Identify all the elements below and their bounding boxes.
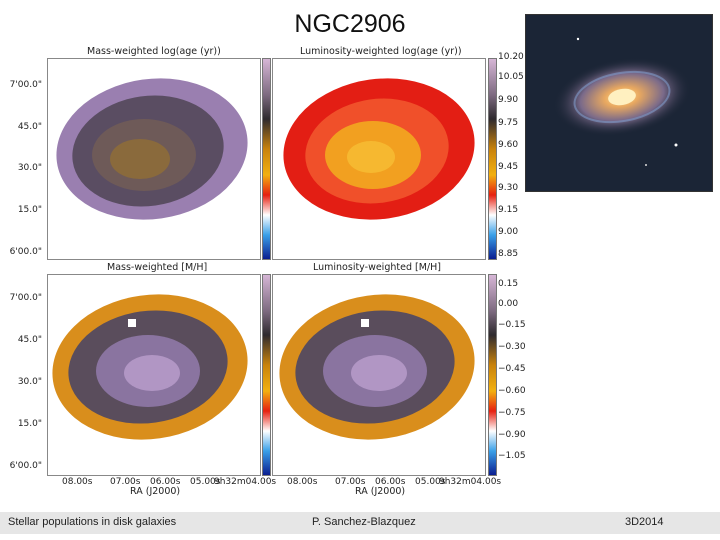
ra-tick: 9h32m04.00s bbox=[439, 477, 502, 487]
map-luminosity-weighted-mh bbox=[272, 274, 486, 476]
cb-tick: 9.45 bbox=[498, 162, 519, 172]
ra-tick: 9h32m04.00s bbox=[214, 477, 277, 487]
panel-title-lum-mh: Luminosity-weighted [M/H] bbox=[313, 262, 441, 273]
cb-tick: 10.05 bbox=[498, 72, 524, 82]
footer-bar: Stellar populations in disk galaxies P. … bbox=[0, 512, 720, 534]
panel-title-mass-age: Mass-weighted log(age (yr)) bbox=[87, 46, 221, 57]
ra-tick: 05.00s bbox=[415, 477, 446, 487]
cb-tick: 9.90 bbox=[498, 95, 519, 105]
dec-tick: 45.0" bbox=[17, 335, 42, 345]
map-mass-weighted-age bbox=[47, 58, 261, 260]
colorbar-mass-mh bbox=[262, 274, 271, 476]
cb-tick: 0.15 bbox=[498, 279, 519, 289]
cb-tick: 10.20 bbox=[498, 52, 524, 62]
ra-tick: 06.00s bbox=[375, 477, 406, 487]
panel-title-lum-age: Luminosity-weighted log(age (yr)) bbox=[300, 46, 462, 57]
cb-tick: 9.30 bbox=[498, 183, 519, 193]
map-mass-weighted-mh bbox=[47, 274, 261, 476]
dec-tick: 6'00.0" bbox=[9, 247, 42, 257]
panel-title-mass-mh: Mass-weighted [M/H] bbox=[107, 262, 208, 273]
dec-tick: 7'00.0" bbox=[9, 293, 42, 303]
galaxy-map bbox=[279, 294, 475, 440]
galaxy-map bbox=[283, 64, 475, 220]
cb-tick: −1.05 bbox=[498, 451, 526, 461]
ra-tick: 08.00s bbox=[287, 477, 318, 487]
galaxy-photo bbox=[525, 14, 713, 192]
ra-tick: 05.00s bbox=[190, 477, 221, 487]
cb-tick: 9.15 bbox=[498, 205, 519, 215]
footer-left: Stellar populations in disk galaxies bbox=[8, 516, 177, 528]
dec-tick: 30.0" bbox=[17, 377, 42, 387]
cb-tick: 9.00 bbox=[498, 227, 519, 237]
ra-tick: 07.00s bbox=[110, 477, 141, 487]
dec-tick: 6'00.0" bbox=[9, 461, 42, 471]
cb-tick: 9.60 bbox=[498, 140, 519, 150]
footer-center: P. Sanchez-Blazquez bbox=[312, 516, 416, 528]
galaxy-map bbox=[56, 64, 248, 220]
cb-tick: 9.75 bbox=[498, 118, 519, 128]
footer-right: 3D2014 bbox=[625, 516, 664, 528]
cb-tick: 0.00 bbox=[498, 299, 519, 309]
dec-tick: 45.0" bbox=[17, 122, 42, 132]
cb-tick: −0.30 bbox=[498, 342, 526, 352]
ra-tick: 07.00s bbox=[335, 477, 366, 487]
cb-tick: −0.15 bbox=[498, 320, 526, 330]
colorbar-lum-mh bbox=[488, 274, 497, 476]
cb-tick: −0.60 bbox=[498, 386, 526, 396]
ra-tick: 06.00s bbox=[150, 477, 181, 487]
dec-tick: 15.0" bbox=[17, 419, 42, 429]
dec-tick: 15.0" bbox=[17, 205, 42, 215]
ra-tick: 08.00s bbox=[62, 477, 93, 487]
cb-tick: 8.85 bbox=[498, 249, 519, 259]
cb-tick: −0.45 bbox=[498, 364, 526, 374]
ra-axis-label: RA (J2000) bbox=[355, 486, 406, 497]
dec-tick: 30.0" bbox=[17, 163, 42, 173]
galaxy-photo-svg bbox=[526, 15, 712, 191]
cb-tick: −0.90 bbox=[498, 430, 526, 440]
colorbar-mass-age bbox=[262, 58, 271, 260]
dec-tick: 7'00.0" bbox=[9, 80, 42, 90]
cb-tick: −0.75 bbox=[498, 408, 526, 418]
colorbar-lum-age bbox=[488, 58, 497, 260]
ra-axis-label: RA (J2000) bbox=[130, 486, 181, 497]
galaxy-map bbox=[52, 294, 248, 440]
map-luminosity-weighted-age bbox=[272, 58, 486, 260]
slide-title: NGC2906 bbox=[294, 10, 406, 38]
